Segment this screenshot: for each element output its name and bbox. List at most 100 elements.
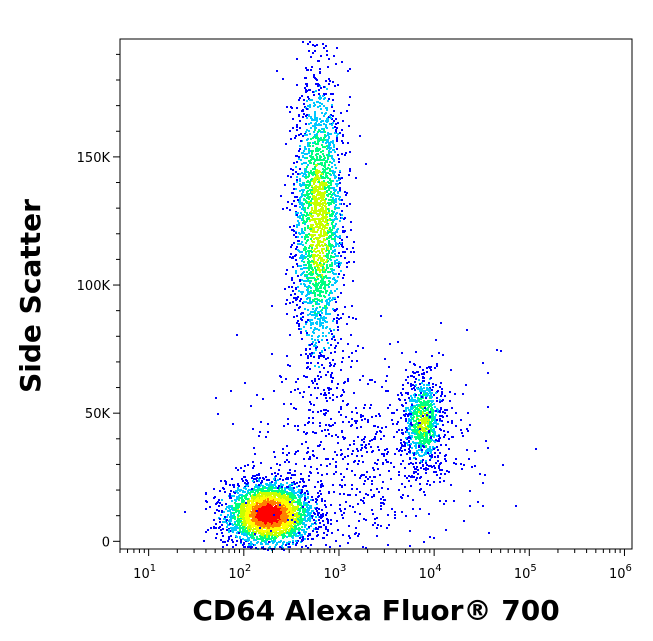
data-point xyxy=(218,499,220,501)
data-point xyxy=(240,541,242,543)
data-point xyxy=(238,499,240,501)
data-point xyxy=(310,505,312,507)
data-point xyxy=(307,319,309,321)
data-point xyxy=(274,487,276,489)
data-point xyxy=(221,532,223,534)
data-point xyxy=(309,533,311,535)
data-point xyxy=(271,500,273,502)
data-point xyxy=(315,90,317,92)
data-point xyxy=(220,539,222,541)
data-point xyxy=(248,505,250,507)
data-point xyxy=(304,510,306,512)
data-point xyxy=(329,161,331,163)
data-point xyxy=(232,524,234,526)
data-point xyxy=(252,517,254,519)
data-point xyxy=(232,546,234,548)
data-point xyxy=(286,532,288,534)
data-point xyxy=(330,265,332,267)
data-point xyxy=(279,500,281,502)
data-point xyxy=(346,236,348,238)
data-point xyxy=(318,282,320,284)
data-point xyxy=(306,506,308,508)
data-point xyxy=(256,502,258,504)
data-point xyxy=(281,505,283,507)
data-point xyxy=(312,269,314,271)
data-point xyxy=(275,537,277,539)
data-point xyxy=(218,510,220,512)
data-point xyxy=(234,521,236,523)
data-point xyxy=(310,219,312,221)
data-point xyxy=(303,504,305,506)
data-point xyxy=(308,193,310,195)
data-point xyxy=(306,166,308,168)
data-point xyxy=(315,501,317,503)
data-point xyxy=(245,539,247,541)
data-point xyxy=(274,482,276,484)
data-point xyxy=(298,114,300,116)
data-point xyxy=(319,252,321,254)
data-point xyxy=(302,514,304,516)
data-point xyxy=(312,44,314,46)
data-point xyxy=(275,515,277,517)
data-point xyxy=(326,54,328,56)
data-point xyxy=(316,118,318,120)
data-point xyxy=(266,479,268,481)
data-point xyxy=(295,527,297,529)
data-point xyxy=(305,187,307,189)
data-point xyxy=(315,516,317,518)
data-point xyxy=(301,495,303,497)
data-point xyxy=(307,187,309,189)
data-point xyxy=(330,504,332,506)
data-point xyxy=(313,258,315,260)
data-point xyxy=(278,541,280,543)
data-point xyxy=(206,501,208,503)
data-point xyxy=(294,255,296,257)
data-point xyxy=(255,547,257,549)
data-point xyxy=(311,510,313,512)
data-point xyxy=(317,143,319,145)
data-point xyxy=(234,502,236,504)
data-point xyxy=(231,478,233,480)
data-point xyxy=(222,541,224,543)
data-point xyxy=(289,503,291,505)
data-point xyxy=(203,540,205,542)
data-point xyxy=(205,531,207,533)
data-point xyxy=(313,314,315,316)
data-point xyxy=(320,486,322,488)
data-point xyxy=(349,203,351,205)
data-point xyxy=(253,539,255,541)
data-point xyxy=(311,66,313,68)
data-point xyxy=(233,508,235,510)
data-point xyxy=(317,229,319,231)
data-point xyxy=(326,227,328,229)
data-point xyxy=(321,509,323,511)
data-point xyxy=(226,526,228,528)
data-point xyxy=(321,228,323,230)
data-point xyxy=(318,335,320,337)
data-point xyxy=(326,253,328,255)
data-point xyxy=(311,99,313,101)
data-point xyxy=(241,501,243,503)
data-point xyxy=(277,511,279,513)
data-point xyxy=(242,480,244,482)
data-point xyxy=(271,486,273,488)
data-point xyxy=(284,511,286,513)
data-point xyxy=(338,273,340,275)
data-point xyxy=(221,510,223,512)
data-point xyxy=(327,66,329,68)
data-point xyxy=(205,508,207,510)
data-point xyxy=(244,521,246,523)
data-point xyxy=(299,521,301,523)
data-point xyxy=(263,508,265,510)
data-point xyxy=(294,497,296,499)
data-point xyxy=(322,141,324,143)
data-point xyxy=(221,524,223,526)
data-point xyxy=(340,292,342,294)
data-point xyxy=(323,367,325,369)
data-point xyxy=(258,511,260,513)
data-point xyxy=(243,500,245,502)
data-point xyxy=(303,301,305,303)
data-point xyxy=(275,499,277,501)
data-point xyxy=(241,496,243,498)
data-point xyxy=(330,133,332,135)
